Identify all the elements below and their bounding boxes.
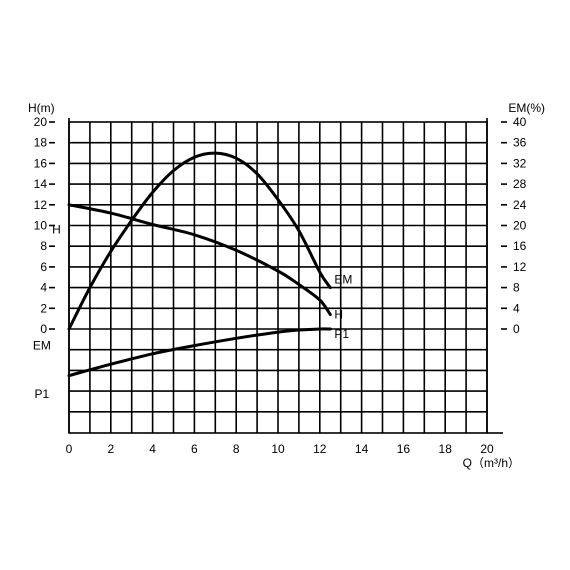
x-tick-label: 8 [233,442,240,456]
y-right-axis-title: EM(%) [508,101,545,115]
y-left-tick-label: 20 [34,115,48,129]
y-right-tick-label: 16 [513,239,527,253]
y-right-tick-label: 32 [513,156,527,170]
y-left-tick-label: 6 [40,260,47,274]
y-left-axis-title: H(m) [28,101,55,115]
y-right-tick-label: 8 [513,281,520,295]
x-tick-label: 20 [480,442,494,456]
y-left-tick-label: 12 [34,198,48,212]
x-tick-label: 2 [107,442,114,456]
y-right-tick-label: 24 [513,198,527,212]
tick-labels: 0 2 4 6 8 10 12 14 16 18 2002468101214161820048121… [34,115,527,456]
y-right-tick-label: 20 [513,219,527,233]
y-left-tick-label: 18 [34,136,48,150]
curve-p1 [67,327,332,378]
y-right-tick-label: 40 [513,115,527,129]
x-tick-label: 0 [66,442,73,456]
y-right-tick-label: 36 [513,136,527,150]
x-tick-label: 12 [313,442,327,456]
y-left-tick-label: 14 [34,177,48,191]
axis-side-label-p1: P1 [34,387,49,401]
x-tick-label: 6 [191,442,198,456]
curve-h [67,203,332,316]
grid [68,118,503,434]
x-tick-label: 4 [149,442,156,456]
y-right-tick-label: 28 [513,177,527,191]
y-right-tick-label: 0 [513,322,520,336]
x-tick-label: 18 [439,442,453,456]
x-tick-label: 10 [271,442,285,456]
axis-side-label-h: H [52,223,61,237]
curve-labels: EM H P1 H EM P1 [33,223,353,402]
y-right-tick-label: 12 [513,260,527,274]
y-left-tick-label: 2 [40,301,47,315]
y-left-tick-label: 8 [40,239,47,253]
curve-label-h: H [334,308,343,322]
curves [67,151,332,378]
axis-side-label-em: EM [33,339,51,353]
x-tick-label: 16 [397,442,411,456]
curve-label-p1: P1 [334,327,349,341]
curve-em [67,151,332,331]
y-left-tick-label: 16 [34,156,48,170]
curve-label-em: EM [334,272,352,286]
y-left-tick-label: 10 [34,219,48,233]
y-right-tick-label: 4 [513,301,520,315]
x-tick-label: 14 [355,442,369,456]
y-left-tick-label: 0 [40,322,47,336]
x-axis-title: Q（m³/h） [463,456,520,470]
y-left-tick-label: 4 [40,281,47,295]
